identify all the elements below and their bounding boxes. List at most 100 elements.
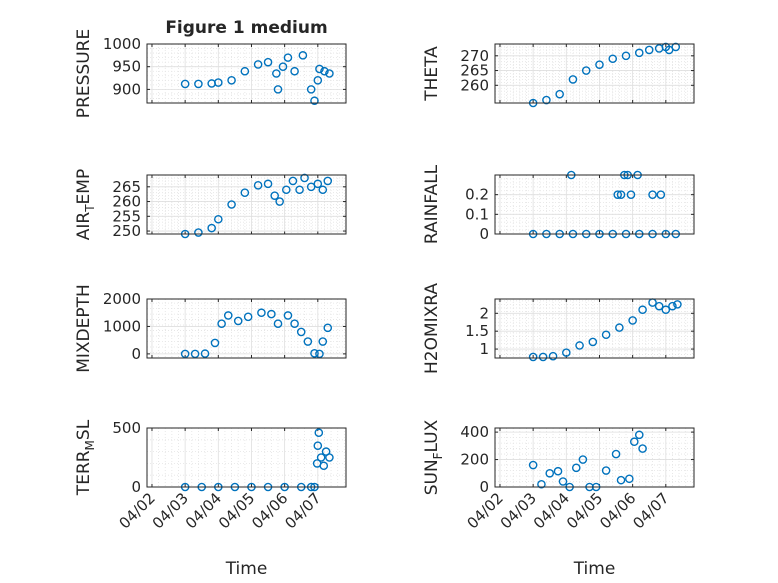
data-point	[314, 428, 324, 438]
data-point	[562, 348, 571, 357]
data-point	[298, 51, 308, 60]
data-point	[318, 337, 328, 346]
data-point	[537, 479, 546, 489]
data-point	[555, 89, 564, 99]
axes-box	[494, 174, 695, 235]
data-point	[253, 60, 263, 69]
axes-box	[146, 298, 347, 359]
y-tick-label: 2	[479, 304, 489, 322]
data-point	[281, 185, 291, 195]
data-point	[272, 69, 281, 78]
data-point	[194, 79, 203, 89]
data-point	[296, 327, 306, 337]
y-tick-label: 0	[131, 345, 141, 363]
y-tick-label: 0	[479, 478, 489, 496]
y-axis-label: THETA	[422, 46, 442, 102]
data-point	[668, 301, 677, 311]
data-point	[278, 62, 288, 71]
data-point	[263, 57, 273, 67]
data-point	[588, 337, 598, 347]
y-axis-label: MIXDEPTH	[74, 284, 94, 373]
y-tick-label: 1000	[103, 35, 141, 53]
plot-area	[495, 428, 694, 487]
data-point	[194, 228, 203, 237]
y-tick-label: 1.5	[465, 322, 489, 340]
y-tick-label: 0.1	[465, 205, 489, 223]
axes-box	[146, 427, 347, 488]
data-point	[542, 95, 551, 105]
data-point	[634, 430, 644, 440]
data-point	[538, 352, 548, 362]
data-point	[288, 176, 298, 186]
data-point	[273, 319, 283, 328]
y-tick-label: 255	[112, 207, 141, 225]
y-axis-label: SUNFLUX	[422, 419, 445, 495]
y-tick-label: 0	[479, 225, 489, 243]
y-tick-label: 200	[460, 451, 489, 469]
data-point	[310, 96, 319, 106]
data-point	[625, 474, 634, 484]
x-axis-label: Time	[573, 559, 616, 579]
y-axis-label: TERRMSL	[74, 419, 97, 496]
data-point	[283, 311, 293, 320]
data-point	[595, 60, 604, 69]
axes-box	[146, 43, 347, 104]
data-point	[318, 185, 328, 195]
data-point	[626, 190, 636, 199]
x-axis-label: Time	[225, 559, 268, 579]
y-tick-label: 900	[112, 80, 141, 98]
data-point	[320, 66, 329, 76]
data-point	[290, 319, 299, 328]
data-point	[273, 85, 283, 94]
data-point	[621, 51, 631, 61]
subplot-mixdepth: 0 1000 2000 MIXDEPTH	[74, 284, 347, 373]
data-point	[180, 79, 190, 89]
data-point	[315, 349, 324, 359]
data-point	[214, 214, 223, 224]
data-point	[240, 188, 250, 197]
data-point	[267, 309, 276, 319]
data-point	[217, 319, 226, 328]
data-point	[300, 173, 309, 183]
y-tick-label: 265	[112, 178, 141, 196]
data-point	[210, 338, 220, 348]
data-point	[275, 197, 284, 206]
y-tick-label: 1	[479, 340, 489, 358]
y-tick-label: 260	[460, 76, 489, 94]
data-point	[325, 69, 334, 78]
data-point	[323, 176, 333, 186]
data-point	[601, 330, 611, 340]
data-point	[313, 179, 323, 189]
data-point	[306, 85, 316, 94]
data-point	[207, 223, 216, 233]
data-point	[295, 185, 304, 195]
axes-box	[494, 43, 695, 104]
data-point	[240, 66, 250, 76]
data-point	[263, 179, 273, 189]
data-point	[325, 453, 334, 462]
data-point	[315, 64, 324, 74]
data-point	[283, 53, 293, 62]
data-point	[545, 468, 555, 478]
subplot-rainfall: 0 0.10.2 RAINFALL	[422, 164, 695, 244]
data-point	[568, 75, 578, 84]
data-point	[243, 312, 253, 322]
data-point	[615, 323, 624, 332]
subplot-pressure: 900 950 1000 PRESSURE Figure 1 medium	[74, 18, 347, 118]
y-tick-label: 0.2	[465, 186, 489, 204]
subplot-title: Figure 1 medium	[165, 18, 327, 38]
data-point	[616, 190, 626, 199]
y-tick-label: 500	[112, 419, 141, 437]
y-tick-label: 950	[112, 58, 141, 76]
data-point	[654, 301, 664, 311]
data-point	[611, 449, 621, 459]
y-tick-label: 260	[112, 193, 141, 211]
axes-box	[146, 174, 347, 235]
data-point	[601, 466, 611, 475]
data-point	[616, 475, 626, 485]
data-point	[323, 323, 333, 333]
data-point	[548, 351, 558, 361]
axes-box	[494, 298, 695, 359]
data-point	[253, 181, 263, 190]
